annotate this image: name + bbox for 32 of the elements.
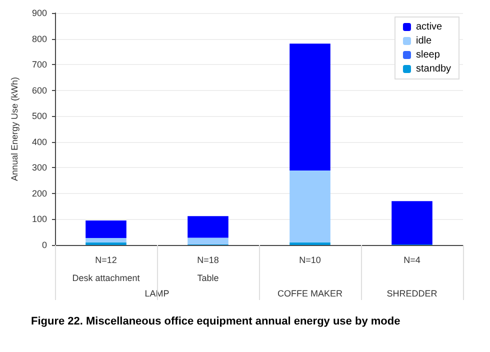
- y-tick-label: 600: [32, 85, 47, 96]
- text: Figure 22. Miscellaneous office equipment annual energy use by mode: [31, 316, 400, 328]
- y-tick-label: 700: [32, 60, 47, 70]
- y-tick-label: 100: [32, 214, 47, 224]
- y-axis-title: Annual Energy Use (kWh): [10, 76, 20, 182]
- legend-label: standby: [416, 64, 452, 74]
- legend-label: sleep: [416, 50, 440, 60]
- bar: [86, 242, 126, 245]
- bar: [392, 201, 432, 244]
- bar: [188, 238, 228, 244]
- text: SHREDDER: [386, 288, 438, 298]
- y-tick-label: 900: [32, 8, 47, 18]
- bar: [290, 170, 330, 242]
- legend-label: idle: [416, 36, 432, 46]
- text: COFFE MAKER: [277, 288, 343, 298]
- bar: [86, 220, 126, 238]
- y-tick-label: 800: [32, 34, 47, 44]
- x-tick-label: N=12 Desk attachment: [72, 255, 140, 283]
- x-tick-label: N=18 Table: [197, 255, 219, 283]
- y-tick-label: 300: [32, 162, 47, 173]
- y-tick-label: 0: [42, 240, 47, 250]
- bar: [86, 238, 126, 242]
- legend-label: active: [416, 22, 443, 32]
- y-tick-label: 400: [32, 136, 47, 147]
- y-tick-label: 200: [32, 188, 47, 198]
- bar: [188, 216, 228, 238]
- bar: [290, 44, 330, 170]
- x-tick-label: N=4: [404, 255, 420, 265]
- bar: [290, 242, 330, 245]
- y-tick-label: 500: [32, 111, 47, 122]
- text: LAMP: [144, 288, 170, 298]
- x-tick-label: N=10: [299, 255, 321, 265]
